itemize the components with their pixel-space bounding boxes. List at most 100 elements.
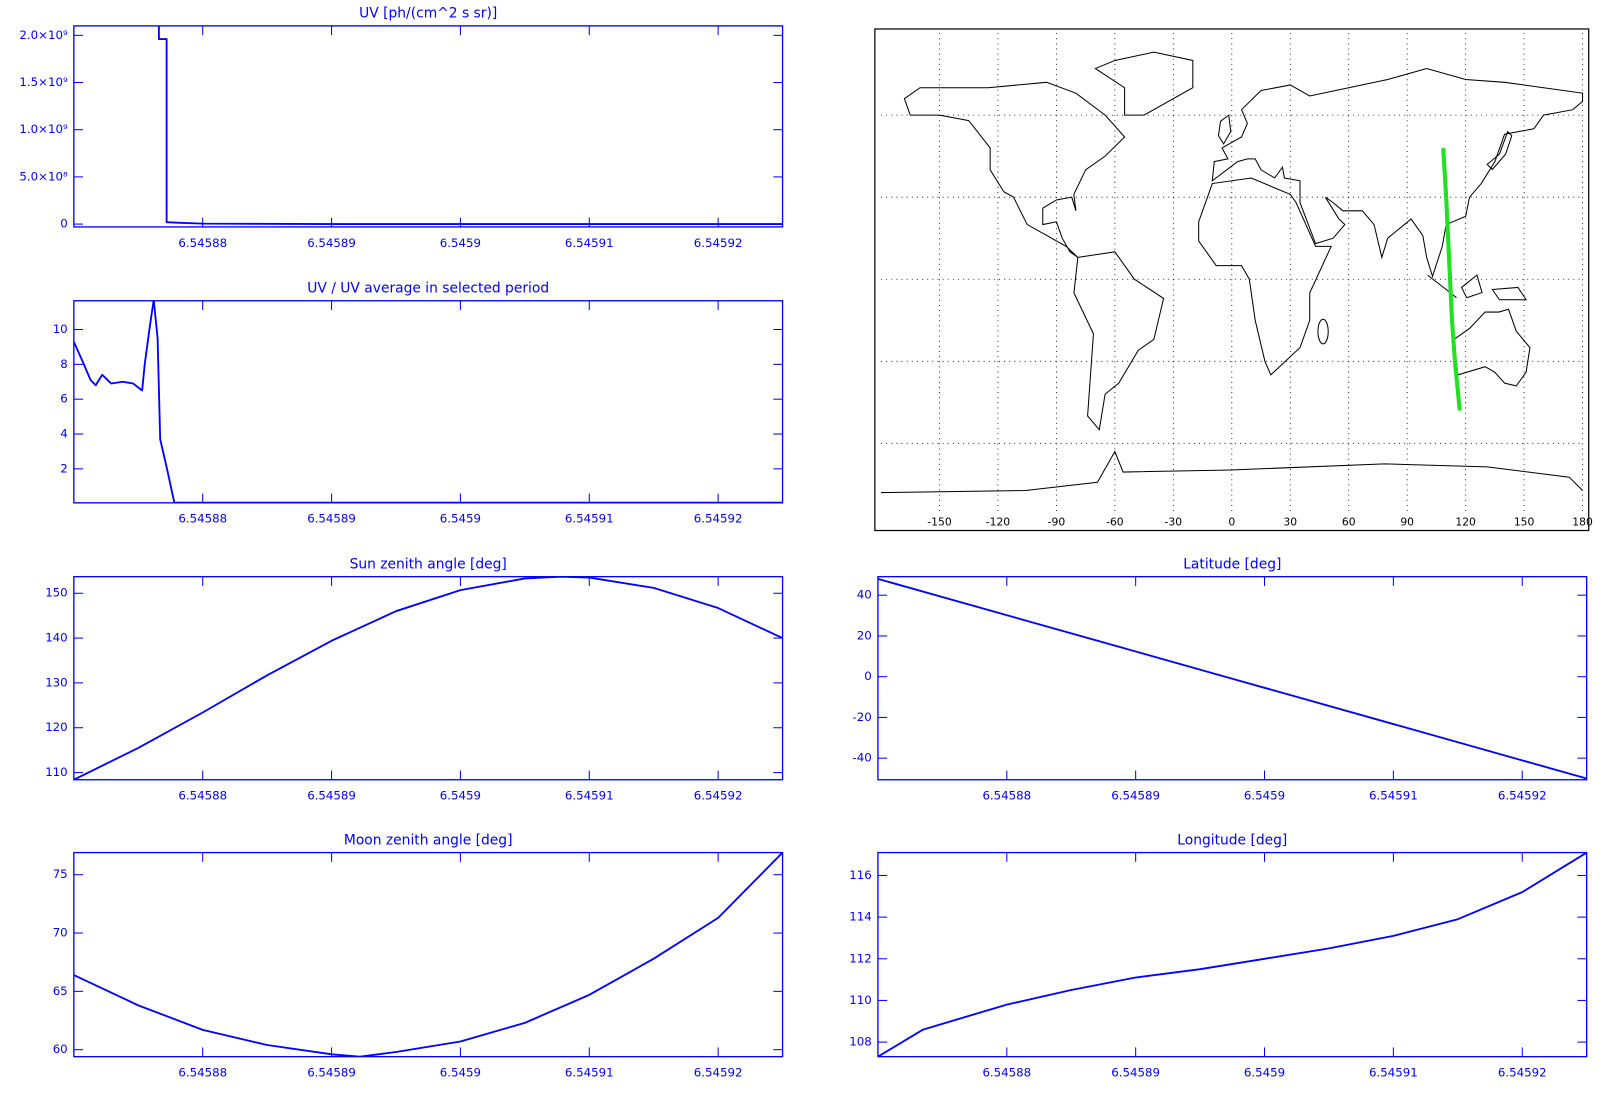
madagascar [1317,318,1329,345]
x-tick-label: 6.54591 [1369,1066,1418,1080]
data-line [73,576,783,780]
x-tick-label: -30 [1165,515,1183,528]
plot-frame [73,300,784,504]
x-tick-label: 6.54592 [694,236,743,250]
x-tick-label: 6.54588 [178,512,227,526]
x-tick-label: 6.54589 [307,512,356,526]
y-tick-label: 4 [60,427,67,441]
x-tick-label: 6.5459 [440,512,481,526]
x-tick-label: 6.5459 [1244,1066,1285,1080]
x-tick-label: 6.54591 [1369,789,1418,803]
africa [1198,177,1332,376]
x-tick-label: 6.54588 [178,236,227,250]
y-tick-label: 6 [60,392,67,406]
x-tick-label: 6.54591 [565,512,614,526]
x-tick-label: 150 [1514,515,1535,528]
y-tick-label: 5.0×10⁸ [19,169,68,183]
y-tick-label: 2 [60,461,67,475]
x-tick-label: 30 [1283,515,1297,528]
y-tick-label: 114 [849,910,872,924]
x-tick-label: 6.54589 [307,789,356,803]
y-tick-label: 65 [53,984,68,998]
x-tick-label: 6.54589 [307,1066,356,1080]
indonesia [1427,274,1528,301]
chart-title: Moon zenith angle [deg] [344,832,513,848]
plot-frame [73,851,784,1058]
y-tick-label: 0 [864,669,872,683]
map-frame [874,28,1590,532]
data-line [73,300,783,503]
data-line [877,578,1587,780]
x-tick-label: 6.54592 [1498,1066,1547,1080]
x-tick-label: -90 [1048,515,1066,528]
chart-title: Longitude [deg] [1177,832,1287,848]
y-tick-label: 2.0×10⁹ [19,28,68,42]
data-line [877,852,1587,1057]
plot-frame [73,25,784,228]
y-tick-label: 40 [857,588,872,602]
x-tick-label: 6.54589 [307,236,356,250]
plot-frame [877,576,1588,781]
x-tick-label: 60 [1342,515,1356,528]
north-america [903,81,1126,258]
chart-title: Latitude [deg] [1183,556,1281,572]
y-tick-label: 116 [849,868,872,882]
y-tick-label: 60 [53,1042,68,1056]
australia [1453,308,1531,387]
y-tick-label: 1.5×10⁹ [19,75,68,89]
plot-frame [73,576,784,781]
x-tick-label: 6.54592 [694,1066,743,1080]
x-tick-label: 6.54588 [982,1066,1031,1080]
x-tick-label: 6.54589 [1111,1066,1160,1080]
data-line [73,852,783,1057]
plot-frame [877,851,1588,1058]
x-tick-label: 6.54591 [565,236,614,250]
japan [1486,130,1513,171]
x-tick-label: -120 [986,515,1011,528]
coastlines [881,51,1584,494]
y-tick-label: 112 [849,951,872,965]
x-tick-label: 120 [1455,515,1476,528]
y-tick-label: 70 [53,926,68,940]
greenland [1094,51,1194,116]
y-tick-label: 110 [849,993,872,1007]
x-tick-label: 90 [1400,515,1414,528]
y-tick-label: 8 [60,357,67,371]
y-tick-label: 0 [60,217,67,231]
x-tick-label: 6.54591 [565,1066,614,1080]
chart-title: UV [ph/(cm^2 s sr)] [359,6,497,22]
chart-title: UV / UV average in selected period [307,280,549,296]
y-tick-label: 120 [45,720,67,734]
y-tick-label: -40 [853,751,872,765]
x-tick-label: 180 [1572,515,1593,528]
x-tick-label: 6.54588 [982,789,1031,803]
x-tick-label: 6.54592 [694,789,743,803]
x-tick-label: 6.54592 [1498,789,1547,803]
x-tick-label: 6.5459 [440,236,481,250]
y-tick-label: 110 [45,765,67,779]
x-tick-label: 6.54589 [1111,789,1160,803]
y-tick-label: -20 [853,710,872,724]
x-tick-label: 0 [1228,515,1235,528]
chart-title: Sun zenith angle [deg] [350,556,507,572]
y-tick-label: 10 [53,322,68,336]
y-tick-label: 130 [45,675,67,689]
y-tick-label: 150 [45,586,67,600]
y-tick-label: 108 [849,1035,872,1049]
y-tick-label: 1.0×10⁹ [19,122,68,136]
x-tick-label: 6.54588 [178,789,227,803]
british-isles [1217,114,1232,145]
ground-track [1441,147,1462,411]
x-tick-label: -150 [927,515,952,528]
x-tick-label: -60 [1106,515,1124,528]
data-line [157,25,783,226]
y-tick-label: 75 [53,867,68,881]
x-tick-label: 6.54591 [565,789,614,803]
x-tick-label: 6.5459 [440,789,481,803]
y-tick-label: 140 [45,631,67,645]
eurasia [1211,68,1584,279]
antarctica [881,450,1583,494]
x-tick-label: 6.5459 [1244,789,1285,803]
x-tick-label: 6.54588 [178,1066,227,1080]
